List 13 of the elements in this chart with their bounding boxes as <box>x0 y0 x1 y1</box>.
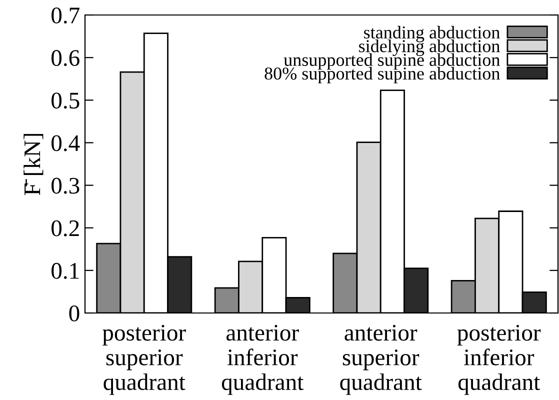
x-tick-label: posterior inferior quadrant <box>457 324 541 395</box>
y-tick-label: 0.3 <box>52 178 80 194</box>
y-axis-title: F̄ [kN] <box>24 134 44 196</box>
x-tick-label: anterior superior quadrant <box>340 324 422 395</box>
y-tick-label: 0.2 <box>52 220 79 236</box>
y-tick-label: 0.6 <box>52 50 80 66</box>
x-tick-label: posterior superior quadrant <box>102 324 186 395</box>
y-tick-label: 0.7 <box>52 7 80 24</box>
y-tick-label: 0 <box>69 305 80 322</box>
y-tick-label: 0.5 <box>52 92 80 109</box>
y-tick-label: 0.4 <box>52 135 80 152</box>
y-tick-label: 0.1 <box>52 262 79 279</box>
x-tick-label: anterior inferior quadrant <box>222 324 304 395</box>
